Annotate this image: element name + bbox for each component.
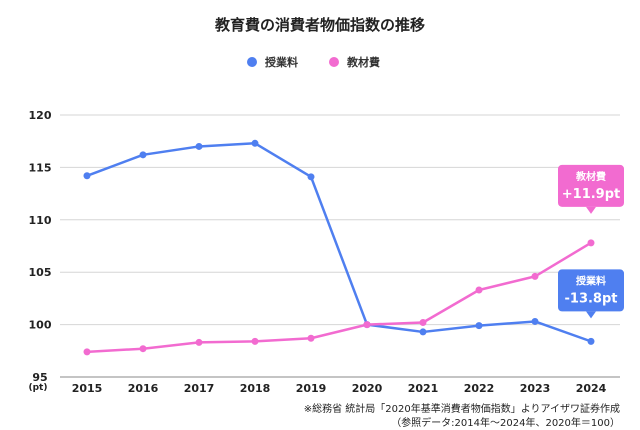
y-tick-label: 110 <box>29 214 52 227</box>
callout-box <box>558 269 624 312</box>
data-point <box>251 139 259 147</box>
callout-tuition: 授業料 -13.8pt <box>558 269 624 319</box>
x-tick-label: 2019 <box>296 382 327 395</box>
data-point <box>419 319 427 327</box>
data-point <box>83 348 91 356</box>
y-axis-unit: (pt) <box>29 383 48 393</box>
x-tick-label: 2017 <box>184 382 215 395</box>
data-point <box>307 173 315 181</box>
data-point <box>531 317 539 325</box>
callout-value: +11.9pt <box>562 187 621 202</box>
callout-pointer <box>586 206 596 214</box>
x-tick-label: 2022 <box>464 382 495 395</box>
y-tick-label: 115 <box>29 161 52 174</box>
x-tick-label: 2020 <box>352 382 383 395</box>
legend-label-materials: 教材費 <box>346 55 380 69</box>
x-tick-label: 2021 <box>408 382 439 395</box>
data-point <box>195 338 203 346</box>
data-point <box>195 142 203 150</box>
x-axis: 2015 2016 2017 2018 2019 2020 2021 2022 2023 2024 <box>72 382 607 395</box>
series-line-tuition <box>86 142 592 343</box>
x-tick-label: 2015 <box>72 382 103 395</box>
data-point <box>587 337 595 345</box>
y-axis: 95 100 105 110 115 120 <box>29 109 52 384</box>
x-tick-label: 2018 <box>240 382 271 395</box>
data-point <box>139 345 147 353</box>
y-tick-label: 95 <box>32 371 47 384</box>
data-point <box>475 322 483 330</box>
series-points <box>83 139 595 356</box>
callout-label: 授業料 <box>576 274 606 287</box>
data-point <box>83 172 91 180</box>
x-tick-label: 2024 <box>576 382 607 395</box>
data-point <box>475 286 483 294</box>
series-lines <box>86 142 592 354</box>
data-point <box>419 328 427 336</box>
x-tick-label: 2016 <box>128 382 159 395</box>
legend-marker-materials <box>329 57 339 67</box>
callout-box <box>558 164 624 207</box>
data-point <box>139 151 147 159</box>
legend-label-tuition: 授業料 <box>265 55 298 69</box>
data-point <box>363 321 371 329</box>
legend-marker-tuition <box>247 57 257 67</box>
data-point <box>587 239 595 247</box>
series-line-materials <box>86 241 592 354</box>
y-tick-label: 120 <box>29 109 52 122</box>
data-point <box>307 334 315 342</box>
reference-note: （参照データ:2014年〜2024年、2020年＝100） <box>391 416 620 429</box>
callouts: 授業料 -13.8pt 教材費 +11.9pt <box>558 164 624 319</box>
callout-label: 教材費 <box>575 170 606 183</box>
grid-lines <box>60 114 620 378</box>
x-tick-label: 2023 <box>520 382 551 395</box>
legend: 授業料 教材費 <box>247 55 380 69</box>
data-point <box>531 272 539 280</box>
callout-pointer <box>586 311 596 319</box>
source-note: ※総務省 統計局「2020年基準消費者物価指数」よりアイザワ証券作成 <box>304 402 620 415</box>
callout-value: -13.8pt <box>565 291 618 306</box>
data-point <box>251 337 259 345</box>
y-tick-label: 100 <box>29 319 52 332</box>
chart-title: 教育費の消費者物価指数の推移 <box>214 16 425 34</box>
callout-materials: 教材費 +11.9pt <box>558 164 624 214</box>
y-tick-label: 105 <box>29 266 52 279</box>
